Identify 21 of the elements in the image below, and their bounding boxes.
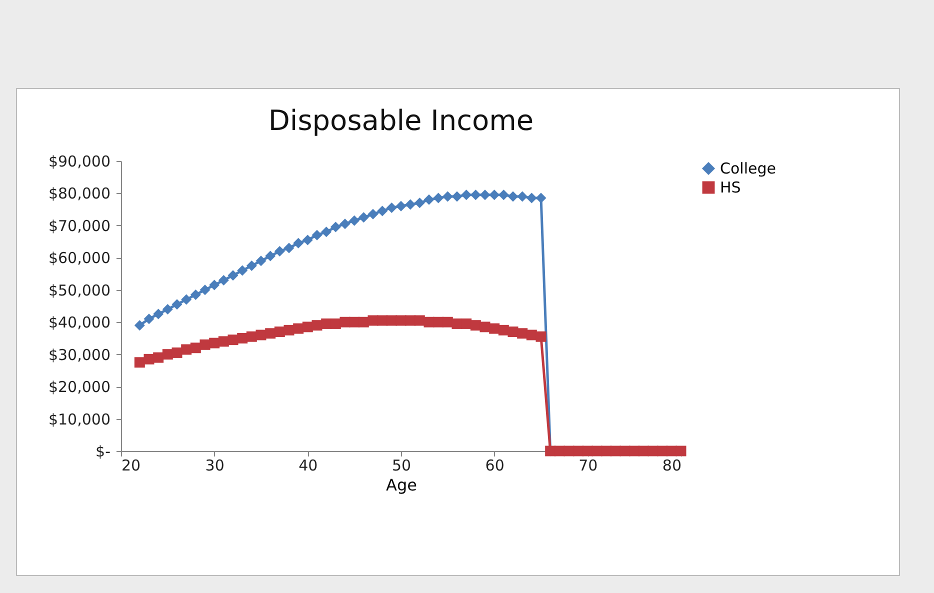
x-tick-label: 70 [578, 456, 598, 474]
y-tick-label: $- [96, 442, 110, 460]
x-tick-label: 30 [205, 456, 224, 474]
x-axis-title: Age [386, 476, 417, 494]
y-tick-label: $10,000 [48, 410, 110, 428]
x-tick-label: 40 [298, 456, 318, 474]
chart-title: Disposable Income [268, 104, 534, 137]
y-tick-label: $30,000 [48, 346, 110, 364]
x-tick-label: 60 [485, 456, 504, 474]
legend-label: College [720, 160, 776, 178]
y-tick-label: $20,000 [48, 378, 110, 396]
legend-label: HS [720, 178, 741, 196]
x-tick-label: 80 [662, 456, 682, 474]
y-tick-label: $50,000 [48, 281, 110, 300]
x-tick-label: 20 [122, 456, 141, 474]
y-tick-label: $40,000 [48, 314, 110, 332]
y-tick-label: $80,000 [48, 184, 110, 203]
y-tick-label: $70,000 [48, 216, 110, 235]
y-tick-label: $60,000 [48, 249, 110, 268]
y-tick-label: $90,000 [48, 152, 110, 170]
x-tick-label: 50 [392, 456, 412, 474]
